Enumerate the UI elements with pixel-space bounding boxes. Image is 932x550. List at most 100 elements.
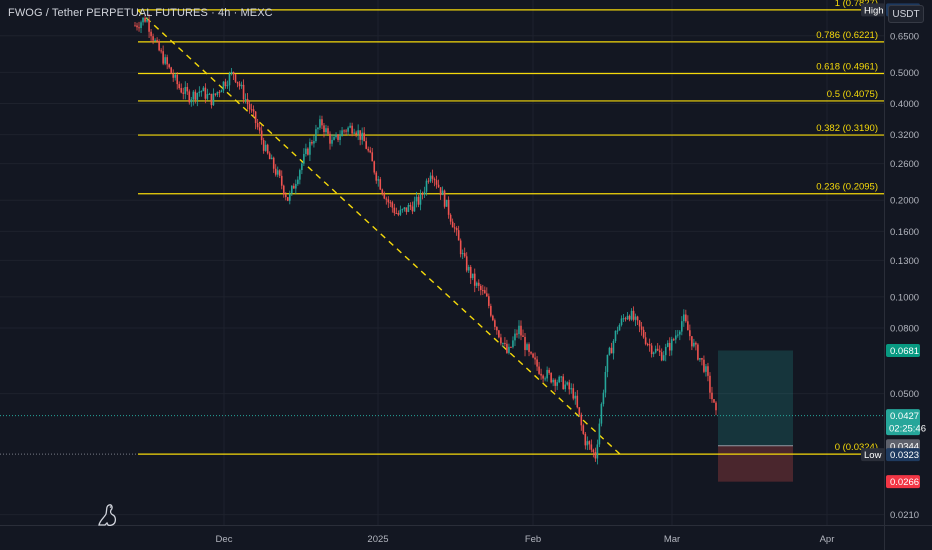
- candle[interactable]: [327, 128, 329, 134]
- candle[interactable]: [564, 384, 567, 390]
- candle[interactable]: [240, 84, 243, 87]
- candle[interactable]: [590, 444, 593, 450]
- candle[interactable]: [632, 310, 635, 320]
- candle[interactable]: [228, 73, 231, 86]
- candle[interactable]: [656, 348, 659, 351]
- candle[interactable]: [208, 93, 211, 95]
- candle[interactable]: [532, 353, 534, 358]
- candle[interactable]: [552, 379, 554, 383]
- candle[interactable]: [284, 194, 287, 198]
- candle[interactable]: [556, 382, 558, 386]
- candle[interactable]: [357, 130, 359, 135]
- candle[interactable]: [200, 91, 203, 93]
- candle[interactable]: [270, 157, 273, 160]
- candle[interactable]: [666, 342, 669, 347]
- candle[interactable]: [518, 325, 520, 335]
- candle[interactable]: [401, 209, 404, 211]
- candle[interactable]: [339, 136, 341, 140]
- candle[interactable]: [616, 330, 619, 332]
- candle[interactable]: [286, 197, 289, 201]
- candle[interactable]: [538, 366, 540, 374]
- candle[interactable]: [311, 142, 313, 144]
- candle[interactable]: [218, 91, 221, 93]
- candle[interactable]: [162, 51, 164, 64]
- candle[interactable]: [373, 161, 376, 173]
- candle[interactable]: [202, 87, 205, 92]
- candle[interactable]: [146, 19, 148, 22]
- candle[interactable]: [276, 170, 279, 175]
- candle[interactable]: [512, 340, 514, 348]
- candle[interactable]: [447, 199, 450, 215]
- candle[interactable]: [262, 140, 265, 151]
- candle[interactable]: [580, 414, 583, 426]
- candle[interactable]: [353, 132, 355, 134]
- candle[interactable]: [681, 321, 683, 332]
- candle[interactable]: [465, 256, 468, 271]
- candle[interactable]: [152, 36, 154, 41]
- candle[interactable]: [614, 330, 617, 341]
- candle[interactable]: [484, 290, 486, 294]
- candle[interactable]: [516, 333, 518, 335]
- candle[interactable]: [670, 339, 673, 351]
- candle[interactable]: [166, 57, 168, 65]
- candle[interactable]: [510, 346, 512, 348]
- candle[interactable]: [415, 196, 418, 202]
- candle[interactable]: [546, 369, 548, 379]
- candle[interactable]: [582, 425, 585, 434]
- candle[interactable]: [387, 199, 390, 203]
- candle[interactable]: [572, 388, 575, 399]
- candle[interactable]: [230, 71, 233, 74]
- candle[interactable]: [707, 366, 709, 376]
- candle[interactable]: [164, 57, 166, 64]
- candle[interactable]: [333, 137, 335, 140]
- candle[interactable]: [156, 39, 158, 42]
- candle[interactable]: [252, 109, 255, 112]
- candle[interactable]: [676, 334, 679, 336]
- candle[interactable]: [325, 128, 327, 133]
- candle[interactable]: [550, 372, 552, 383]
- candle[interactable]: [630, 310, 633, 320]
- candle[interactable]: [250, 109, 253, 111]
- candle[interactable]: [526, 344, 528, 350]
- candle[interactable]: [435, 180, 438, 185]
- candle[interactable]: [369, 150, 372, 153]
- candle[interactable]: [654, 348, 657, 353]
- candle[interactable]: [626, 315, 629, 320]
- candle[interactable]: [365, 141, 367, 149]
- candle[interactable]: [363, 132, 365, 142]
- candle[interactable]: [439, 187, 442, 196]
- candle[interactable]: [425, 180, 428, 192]
- candle[interactable]: [405, 207, 408, 212]
- candle[interactable]: [349, 125, 351, 128]
- candle[interactable]: [355, 132, 357, 135]
- candle[interactable]: [403, 207, 406, 210]
- candle[interactable]: [500, 337, 502, 344]
- candle[interactable]: [504, 342, 506, 344]
- candle[interactable]: [490, 305, 492, 316]
- candle[interactable]: [278, 170, 281, 176]
- candle[interactable]: [598, 423, 601, 445]
- candle[interactable]: [596, 444, 599, 459]
- candle[interactable]: [274, 168, 277, 175]
- candle[interactable]: [313, 141, 315, 144]
- candle[interactable]: [492, 315, 494, 321]
- candle[interactable]: [693, 342, 695, 347]
- position-profit-zone[interactable]: [718, 350, 793, 446]
- candle[interactable]: [695, 342, 697, 345]
- candle[interactable]: [701, 358, 703, 360]
- candle[interactable]: [646, 343, 649, 345]
- trendline[interactable]: [137, 9, 621, 455]
- candle[interactable]: [433, 178, 436, 181]
- candle[interactable]: [417, 196, 420, 205]
- candle[interactable]: [134, 25, 136, 27]
- candle[interactable]: [317, 127, 319, 130]
- candle[interactable]: [594, 451, 597, 459]
- candle[interactable]: [138, 27, 140, 29]
- candle[interactable]: [652, 352, 655, 355]
- candle[interactable]: [347, 127, 349, 132]
- candle[interactable]: [385, 198, 388, 200]
- candle[interactable]: [486, 293, 488, 297]
- candle[interactable]: [299, 170, 301, 180]
- candle[interactable]: [592, 449, 595, 452]
- candle[interactable]: [584, 433, 587, 446]
